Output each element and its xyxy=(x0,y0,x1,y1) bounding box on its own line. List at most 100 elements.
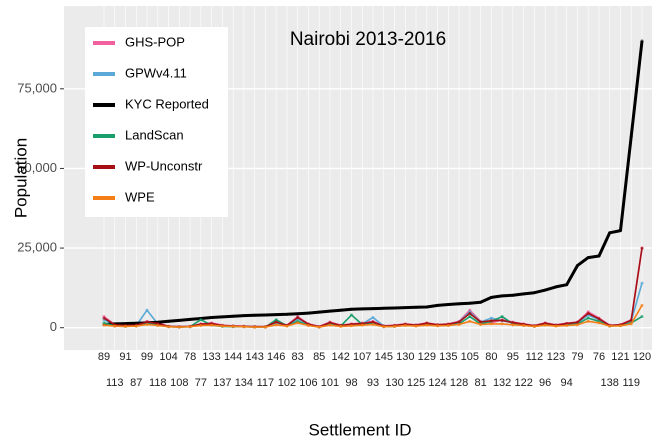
x-tick-label: 108 xyxy=(170,377,188,389)
series-point xyxy=(479,300,483,304)
series-point xyxy=(317,310,321,314)
series-point xyxy=(640,281,644,285)
series-point xyxy=(425,305,429,309)
series-point xyxy=(640,303,644,307)
x-tick-label: 102 xyxy=(278,377,296,389)
series-point xyxy=(457,320,461,324)
x-tick-label: 91 xyxy=(119,351,131,363)
series-point xyxy=(618,229,622,233)
x-tick-label: 123 xyxy=(547,351,565,363)
legend-label: WP-Unconstr xyxy=(125,158,203,173)
series-point xyxy=(177,325,181,329)
series-point xyxy=(393,306,397,310)
series-point xyxy=(371,323,375,327)
x-tick-label: 118 xyxy=(149,377,167,389)
series-point xyxy=(253,313,257,317)
series-point xyxy=(328,309,332,313)
series-point xyxy=(522,292,526,296)
y-tick-label: 75,000 xyxy=(17,80,57,95)
x-tick-label: 107 xyxy=(353,351,371,363)
series-point xyxy=(629,322,633,326)
series-point xyxy=(403,323,407,327)
series-point xyxy=(145,308,149,312)
series-point xyxy=(220,315,224,319)
series-point xyxy=(457,302,461,306)
series-point xyxy=(371,320,375,324)
series-point xyxy=(468,301,472,305)
x-tick-label: 87 xyxy=(130,377,142,389)
series-point xyxy=(575,320,579,324)
y-tick-label: 0 xyxy=(50,319,57,334)
series-point xyxy=(597,321,601,325)
x-tick-label: 117 xyxy=(257,377,275,389)
series-point xyxy=(296,312,300,316)
series-point xyxy=(575,323,579,327)
series-point xyxy=(210,323,214,327)
series-point xyxy=(489,319,493,323)
x-tick-label: 94 xyxy=(561,377,573,389)
series-point xyxy=(436,324,440,328)
series-point xyxy=(328,323,332,327)
x-tick-label: 128 xyxy=(450,377,468,389)
series-point xyxy=(554,324,558,328)
series-point xyxy=(371,307,375,311)
x-tick-label: 121 xyxy=(611,351,629,363)
series-point xyxy=(597,317,601,321)
series-point xyxy=(500,294,504,298)
x-tick-label: 93 xyxy=(367,377,379,389)
series-point xyxy=(188,317,192,321)
x-tick-label: 129 xyxy=(418,351,436,363)
x-tick-label: 134 xyxy=(235,377,253,389)
series-point xyxy=(468,315,472,319)
series-point xyxy=(253,325,257,329)
series-point xyxy=(565,323,569,327)
series-point xyxy=(382,325,386,329)
x-tick-label: 106 xyxy=(299,377,317,389)
series-point xyxy=(640,39,644,43)
series-point xyxy=(608,231,612,235)
legend-box xyxy=(85,27,228,217)
series-point xyxy=(500,315,504,319)
series-point xyxy=(167,319,171,323)
series-point xyxy=(113,324,117,328)
series-point xyxy=(543,288,547,292)
x-tick-label: 130 xyxy=(396,351,414,363)
y-tick-label: 25,000 xyxy=(17,240,57,255)
x-tick-label: 95 xyxy=(507,351,519,363)
series-point xyxy=(296,321,300,325)
x-tick-label: 144 xyxy=(224,351,242,363)
series-point xyxy=(403,306,407,310)
series-point xyxy=(522,323,526,327)
series-point xyxy=(640,315,644,319)
series-point xyxy=(608,324,612,328)
legend-label: WPE xyxy=(125,189,155,204)
series-point xyxy=(446,302,450,306)
series-point xyxy=(479,320,483,324)
series-point xyxy=(339,324,343,328)
series-point xyxy=(242,314,246,318)
series-point xyxy=(188,325,192,329)
series-point xyxy=(500,322,504,326)
x-tick-label: 130 xyxy=(385,377,403,389)
series-point xyxy=(425,323,429,327)
y-tick-label: 50,000 xyxy=(17,160,57,175)
x-tick-label: 125 xyxy=(407,377,425,389)
legend-label: KYC Reported xyxy=(125,96,209,111)
series-point xyxy=(640,246,644,250)
x-tick-label: 80 xyxy=(485,351,497,363)
series-point xyxy=(349,324,353,328)
series-point xyxy=(597,254,601,258)
x-tick-label: 138 xyxy=(601,377,619,389)
series-point xyxy=(629,135,633,139)
series-point xyxy=(349,307,353,311)
series-point xyxy=(167,325,171,329)
x-tick-label: 78 xyxy=(184,351,196,363)
x-tick-label: 81 xyxy=(474,377,486,389)
y-axis-title: Population xyxy=(11,138,30,218)
x-tick-label: 104 xyxy=(159,351,177,363)
series-point xyxy=(446,323,450,327)
series-point xyxy=(565,283,569,287)
series-point xyxy=(360,323,364,327)
series-point xyxy=(586,319,590,323)
